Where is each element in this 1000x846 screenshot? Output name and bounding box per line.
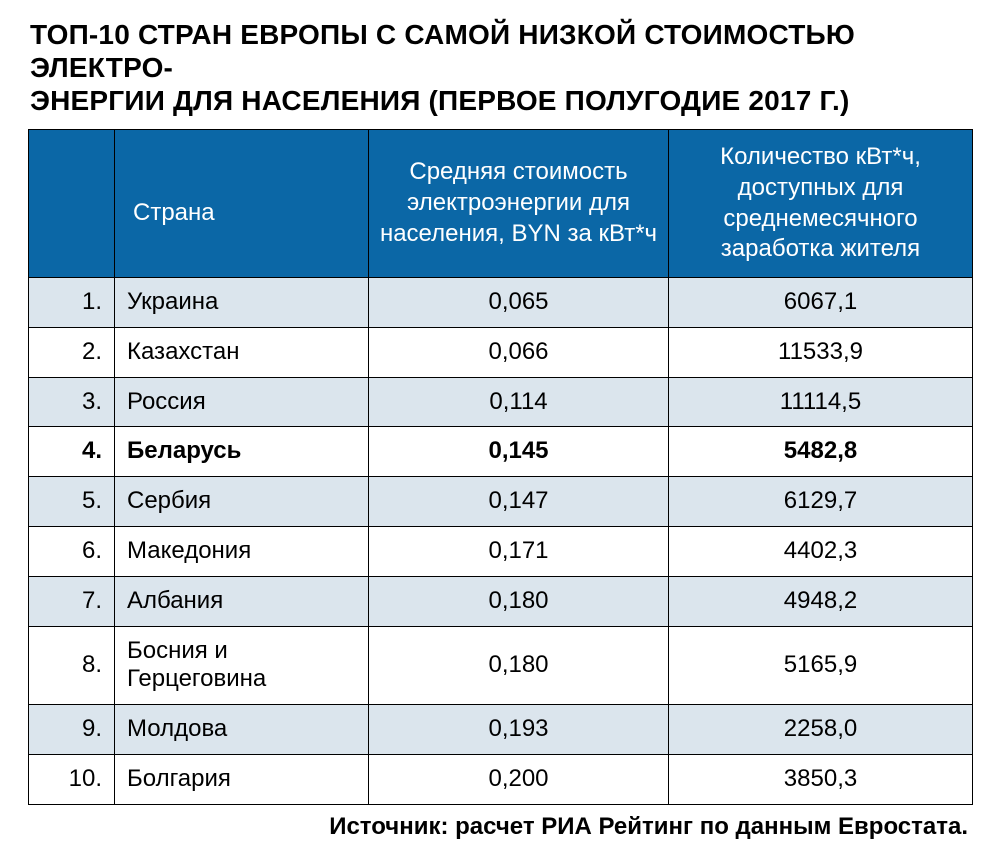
col-header-kwh: Количество кВт*ч, доступных для среднеме… bbox=[669, 130, 973, 278]
cell-kwh: 4402,3 bbox=[669, 526, 973, 576]
cell-price: 0,114 bbox=[369, 377, 669, 427]
cell-kwh: 2258,0 bbox=[669, 705, 973, 755]
cell-rank: 2. bbox=[29, 327, 115, 377]
cell-kwh: 11114,5 bbox=[669, 377, 973, 427]
cell-country: Казахстан bbox=[115, 327, 369, 377]
cell-rank: 1. bbox=[29, 277, 115, 327]
cell-country: Украина bbox=[115, 277, 369, 327]
cell-price: 0,145 bbox=[369, 427, 669, 477]
title-line-2: ЭНЕРГИИ ДЛЯ НАСЕЛЕНИЯ (ПЕРВОЕ ПОЛУГОДИЕ … bbox=[30, 85, 850, 116]
table-row: 6.Македония0,1714402,3 bbox=[29, 526, 973, 576]
col-header-price: Средняя стоимость электроэнергии для нас… bbox=[369, 130, 669, 278]
table-row: 7.Албания0,1804948,2 bbox=[29, 576, 973, 626]
table-row: 8.Босния и Герцеговина0,1805165,9 bbox=[29, 626, 973, 705]
cell-price: 0,171 bbox=[369, 526, 669, 576]
cell-country: Албания bbox=[115, 576, 369, 626]
cell-country: Беларусь bbox=[115, 427, 369, 477]
cell-rank: 6. bbox=[29, 526, 115, 576]
top10-table: Страна Средняя стоимость электроэнергии … bbox=[28, 129, 973, 805]
source-line: Источник: расчет РИА Рейтинг по данным Е… bbox=[28, 813, 968, 841]
cell-price: 0,147 bbox=[369, 477, 669, 527]
cell-price: 0,066 bbox=[369, 327, 669, 377]
table-header-row: Страна Средняя стоимость электроэнергии … bbox=[29, 130, 973, 278]
cell-country: Молдова bbox=[115, 705, 369, 755]
cell-country: Россия bbox=[115, 377, 369, 427]
cell-rank: 3. bbox=[29, 377, 115, 427]
table-row: 5.Сербия0,1476129,7 bbox=[29, 477, 973, 527]
cell-country: Сербия bbox=[115, 477, 369, 527]
cell-rank: 8. bbox=[29, 626, 115, 705]
cell-rank: 7. bbox=[29, 576, 115, 626]
table-row: 1.Украина0,0656067,1 bbox=[29, 277, 973, 327]
cell-kwh: 6067,1 bbox=[669, 277, 973, 327]
table-row: 4.Беларусь0,1455482,8 bbox=[29, 427, 973, 477]
cell-kwh: 4948,2 bbox=[669, 576, 973, 626]
cell-kwh: 5165,9 bbox=[669, 626, 973, 705]
cell-country: Македония bbox=[115, 526, 369, 576]
col-header-rank bbox=[29, 130, 115, 278]
cell-price: 0,180 bbox=[369, 626, 669, 705]
table-row: 10.Болгария0,2003850,3 bbox=[29, 754, 973, 804]
table-row: 3.Россия0,11411114,5 bbox=[29, 377, 973, 427]
cell-kwh: 6129,7 bbox=[669, 477, 973, 527]
cell-price: 0,200 bbox=[369, 754, 669, 804]
col-header-country: Страна bbox=[115, 130, 369, 278]
cell-price: 0,180 bbox=[369, 576, 669, 626]
cell-price: 0,065 bbox=[369, 277, 669, 327]
table-row: 2.Казахстан0,06611533,9 bbox=[29, 327, 973, 377]
table-row: 9.Молдова0,1932258,0 bbox=[29, 705, 973, 755]
cell-country: Босния и Герцеговина bbox=[115, 626, 369, 705]
cell-country: Болгария bbox=[115, 754, 369, 804]
page: ТОП-10 СТРАН ЕВРОПЫ С САМОЙ НИЗКОЙ СТОИМ… bbox=[0, 0, 1000, 846]
page-title: ТОП-10 СТРАН ЕВРОПЫ С САМОЙ НИЗКОЙ СТОИМ… bbox=[30, 18, 972, 117]
cell-price: 0,193 bbox=[369, 705, 669, 755]
cell-kwh: 3850,3 bbox=[669, 754, 973, 804]
table-body: 1.Украина0,0656067,12.Казахстан0,0661153… bbox=[29, 277, 973, 804]
cell-rank: 10. bbox=[29, 754, 115, 804]
cell-rank: 9. bbox=[29, 705, 115, 755]
cell-kwh: 5482,8 bbox=[669, 427, 973, 477]
cell-rank: 4. bbox=[29, 427, 115, 477]
cell-rank: 5. bbox=[29, 477, 115, 527]
cell-kwh: 11533,9 bbox=[669, 327, 973, 377]
title-line-1: ТОП-10 СТРАН ЕВРОПЫ С САМОЙ НИЗКОЙ СТОИМ… bbox=[30, 19, 855, 83]
